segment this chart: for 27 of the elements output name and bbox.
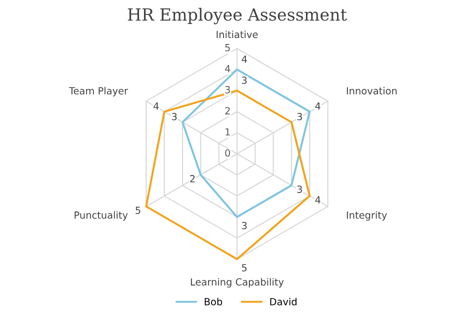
data-label: 3 xyxy=(172,112,177,120)
y-tick-label: 1 xyxy=(226,128,230,136)
data-label: 2 xyxy=(190,175,195,182)
data-label: 3 xyxy=(297,186,302,193)
y-tick-label: 0 xyxy=(225,149,230,157)
spoke-label: Innovation xyxy=(346,86,397,94)
chart-title: HR Employee Assessment xyxy=(128,8,347,24)
data-label: 3 xyxy=(242,222,247,230)
spoke-label: Team Player xyxy=(68,86,128,96)
y-tick-label: 2 xyxy=(225,107,230,114)
data-label: 5 xyxy=(242,264,247,272)
data-label: 3 xyxy=(242,76,247,84)
data-label: 4 xyxy=(242,56,247,63)
spoke-label: Punctuality xyxy=(74,211,128,221)
data-label: 4 xyxy=(154,102,159,110)
legend-label: Bob xyxy=(204,298,222,306)
spoke-label: Integrity xyxy=(346,211,387,221)
data-label: 3 xyxy=(297,112,302,120)
y-tick-label: 3 xyxy=(225,86,230,94)
y-tick-label: 5 xyxy=(225,44,230,52)
data-label: 4 xyxy=(315,102,320,110)
data-label: 5 xyxy=(136,206,140,214)
y-tick-label: 4 xyxy=(225,65,230,72)
legend-label: David xyxy=(270,298,296,306)
spoke-label: Initiative xyxy=(216,30,258,38)
data-label: 4 xyxy=(315,196,320,204)
spoke-label: Learning Capability xyxy=(190,278,284,288)
